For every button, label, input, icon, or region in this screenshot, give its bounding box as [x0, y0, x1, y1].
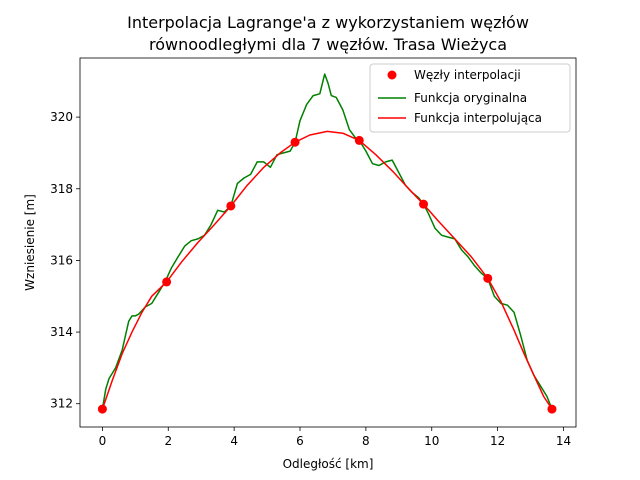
x-axis-ticks: 0 2 4 6 8 10 12 14	[99, 427, 571, 448]
node-point	[483, 273, 493, 283]
series-line-interpolated	[101, 130, 553, 410]
plot-area	[79, 57, 577, 428]
node-point	[97, 404, 107, 414]
node-point	[354, 135, 364, 145]
legend-label-nodes: Węzły interpolacji	[414, 68, 521, 82]
chart-title-line-2: równoodległymi dla 7 węzłów. Trasa Wieży…	[149, 35, 507, 54]
legend-label-original: Funkcja oryginalna	[414, 91, 527, 105]
y-tick-label: 316	[50, 253, 73, 267]
y-tick-label: 320	[50, 110, 73, 124]
y-tick-label: 312	[50, 397, 73, 411]
node-point	[419, 199, 429, 209]
legend-label-interpolated: Funkcja interpolująca	[414, 111, 542, 125]
series-layer	[97, 73, 557, 414]
x-tick-label: 12	[490, 434, 505, 448]
x-tick-label: 0	[99, 434, 107, 448]
x-tick-label: 6	[296, 434, 304, 448]
y-tick-label: 314	[50, 325, 73, 339]
series-line-original	[101, 73, 553, 410]
x-tick-label: 10	[424, 434, 439, 448]
x-axis-label: Odległość [km]	[283, 457, 374, 471]
y-tick-label: 318	[50, 182, 73, 196]
legend: Węzły interpolacji Funkcja oryginalna Fu…	[369, 63, 571, 133]
x-tick-label: 2	[164, 434, 172, 448]
x-tick-label: 4	[230, 434, 238, 448]
y-axis-label: Wzniesienie [m]	[23, 194, 37, 291]
chart-title-line-1: Interpolacja Lagrange'a z wykorzystaniem…	[127, 13, 529, 32]
node-point	[226, 201, 236, 211]
node-point	[290, 137, 300, 147]
node-point	[547, 404, 557, 414]
legend-marker-nodes	[387, 70, 397, 80]
x-tick-label: 8	[362, 434, 370, 448]
x-tick-label: 14	[556, 434, 571, 448]
series-nodes	[97, 135, 557, 414]
y-axis-ticks: 312 314 316 318 320	[50, 110, 80, 411]
legend-frame	[369, 63, 571, 133]
plot-frame	[79, 57, 577, 428]
node-point	[162, 277, 172, 287]
